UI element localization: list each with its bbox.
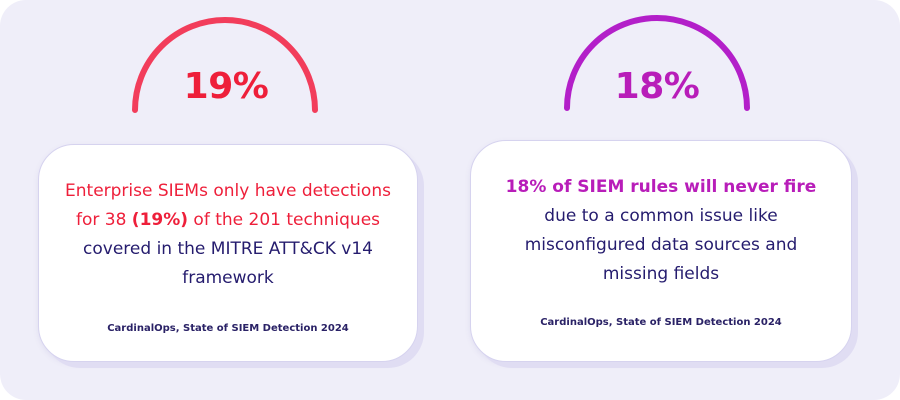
left-stat-highlight-bold: (19%) [131, 210, 189, 230]
right-percent-value: 18% [614, 66, 700, 107]
left-stat-block: 19% Enterprise SIEMs only have detection… [0, 0, 440, 400]
left-stat-source: CardinalOps, State of SIEM Detection 202… [107, 323, 349, 334]
left-percent-value: 19% [183, 66, 269, 107]
left-gauge-arc [132, 17, 318, 113]
right-stat-text: due to a common issue like misconfigured… [524, 206, 798, 284]
left-stat-highlight: Enterprise SIEMs only have detections fo… [65, 181, 391, 230]
right-stat-block: 18% 18% of SIEM rules will never fire du… [450, 0, 890, 400]
right-gauge-arc [564, 15, 750, 111]
right-stat-description: 18% of SIEM rules will never fire due to… [491, 173, 831, 289]
left-stat-highlight-2: of the 201 techniques [188, 210, 381, 230]
left-stat-description: Enterprise SIEMs only have detections fo… [59, 177, 397, 293]
right-stat-source: CardinalOps, State of SIEM Detection 202… [540, 317, 782, 328]
left-stat-text: covered in the MITRE ATT&CK v14 framewor… [83, 239, 373, 288]
right-stat-card: 18% of SIEM rules will never fire due to… [470, 140, 852, 362]
left-stat-card: Enterprise SIEMs only have detections fo… [38, 144, 418, 362]
right-stat-highlight: 18% of SIEM rules will never fire [505, 177, 817, 197]
